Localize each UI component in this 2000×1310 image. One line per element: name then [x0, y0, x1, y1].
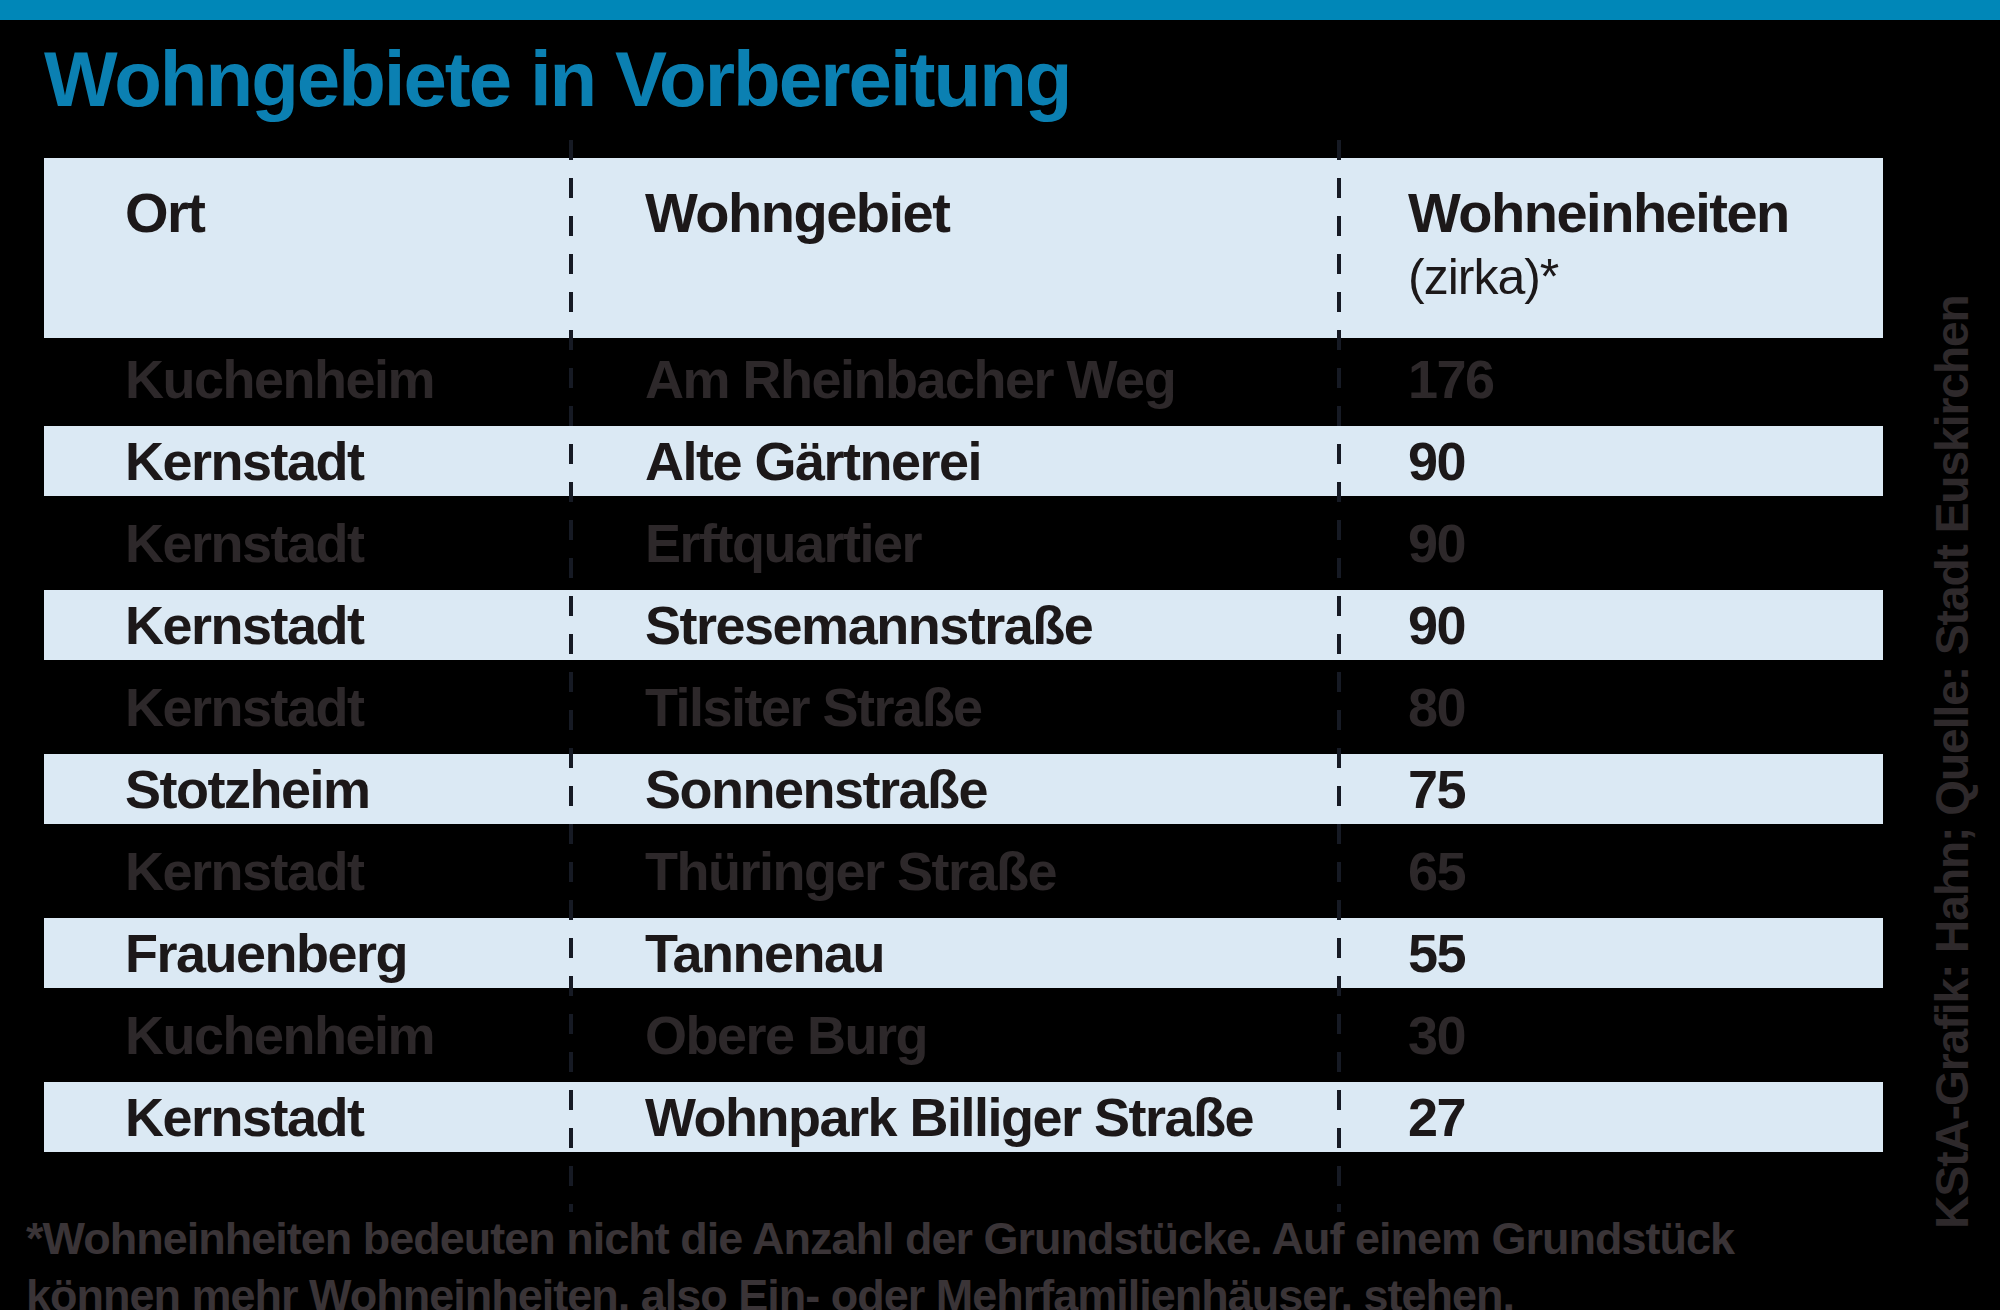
table-row: Kuchenheim Am Rheinbacher Weg 176: [44, 338, 1883, 420]
table-row: Kernstadt Thüringer Straße 65: [44, 830, 1883, 912]
table-row: Kernstadt Wohnpark Billiger Straße 27: [44, 1082, 1883, 1152]
cell-wohngebiet: Sonnenstraße: [645, 758, 987, 820]
cell-ort: Frauenberg: [125, 922, 407, 984]
infographic: Wohngebiete in Vorbereitung Ort Wohngebi…: [0, 0, 2000, 1310]
table-row: Frauenberg Tannenau 55: [44, 918, 1883, 988]
cell-ort: Kernstadt: [125, 594, 364, 656]
cell-wohngebiet: Erftquartier: [645, 512, 921, 574]
cell-ort: Kernstadt: [125, 512, 364, 574]
cell-wohngebiet: Stresemannstraße: [645, 594, 1092, 656]
table-row: Stotzheim Sonnenstraße 75: [44, 754, 1883, 824]
column-header-zirka-note: (zirka)*: [1408, 248, 1558, 306]
cell-ort: Kernstadt: [125, 676, 364, 738]
top-accent-bar: [0, 0, 2000, 20]
table-row: Kernstadt Tilsiter Straße 80: [44, 666, 1883, 748]
cell-wohneinheiten: 55: [1408, 922, 1465, 984]
cell-wohngebiet: Obere Burg: [645, 1004, 927, 1066]
dashed-column-divider-2: [1337, 140, 1341, 1212]
cell-wohneinheiten: 27: [1408, 1086, 1465, 1148]
cell-wohngebiet: Thüringer Straße: [645, 840, 1056, 902]
cell-ort: Kernstadt: [125, 840, 364, 902]
column-header-ort: Ort: [125, 180, 205, 245]
footnote: *Wohneinheiten bedeuten nicht die Anzahl…: [26, 1210, 1846, 1310]
footnote-line-2: können mehr Wohneinheiten, also Ein- ode…: [26, 1267, 1846, 1310]
credit-source-vertical: KStA-Grafik: Hahn; Quelle: Stadt Euskirc…: [1925, 295, 1979, 1228]
dashed-column-divider-1: [569, 140, 573, 1212]
cell-wohngebiet: Tilsiter Straße: [645, 676, 982, 738]
table-body: Kuchenheim Am Rheinbacher Weg 176 Kernst…: [44, 338, 1883, 1158]
cell-wohngebiet: Am Rheinbacher Weg: [645, 348, 1175, 410]
column-header-wohngebiet: Wohngebiet: [645, 180, 949, 245]
footnote-line-1: *Wohneinheiten bedeuten nicht die Anzahl…: [26, 1210, 1846, 1267]
cell-wohneinheiten: 65: [1408, 840, 1465, 902]
cell-wohngebiet: Alte Gärtnerei: [645, 430, 981, 492]
cell-ort: Kernstadt: [125, 430, 364, 492]
cell-wohneinheiten: 90: [1408, 512, 1465, 574]
cell-wohneinheiten: 90: [1408, 430, 1465, 492]
table-row: Kernstadt Alte Gärtnerei 90: [44, 426, 1883, 496]
cell-ort: Kernstadt: [125, 1086, 364, 1148]
table-row: Kuchenheim Obere Burg 30: [44, 994, 1883, 1076]
table-row: Kernstadt Stresemannstraße 90: [44, 590, 1883, 660]
cell-wohneinheiten: 90: [1408, 594, 1465, 656]
cell-wohneinheiten: 80: [1408, 676, 1465, 738]
cell-ort: Kuchenheim: [125, 1004, 434, 1066]
table-header-row: Ort Wohngebiet Wohneinheiten (zirka)*: [44, 158, 1883, 338]
cell-wohneinheiten: 75: [1408, 758, 1465, 820]
page-title: Wohngebiete in Vorbereitung: [44, 34, 1070, 125]
cell-wohngebiet: Wohnpark Billiger Straße: [645, 1086, 1253, 1148]
table-row: Kernstadt Erftquartier 90: [44, 502, 1883, 584]
cell-ort: Kuchenheim: [125, 348, 434, 410]
cell-wohngebiet: Tannenau: [645, 922, 884, 984]
cell-wohneinheiten: 176: [1408, 348, 1494, 410]
cell-ort: Stotzheim: [125, 758, 370, 820]
column-header-wohneinheiten: Wohneinheiten: [1408, 180, 1789, 245]
cell-wohneinheiten: 30: [1408, 1004, 1465, 1066]
